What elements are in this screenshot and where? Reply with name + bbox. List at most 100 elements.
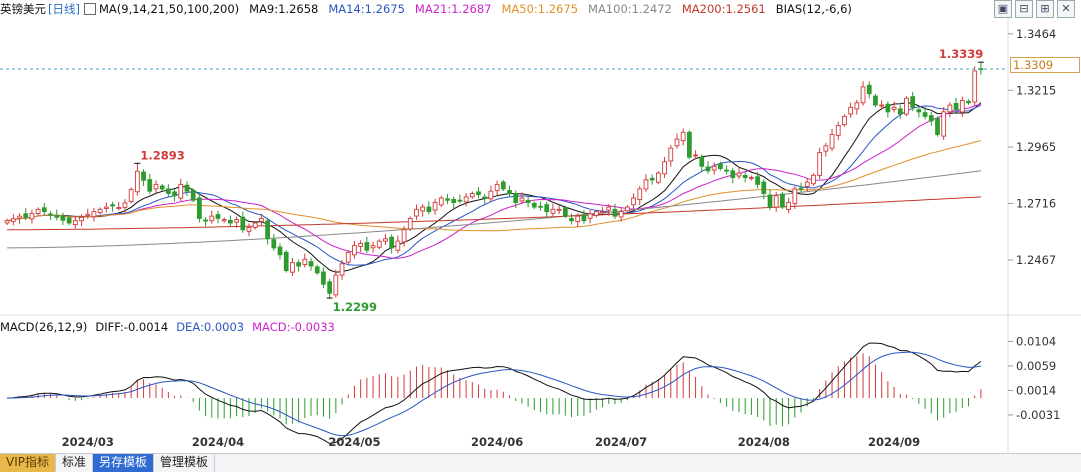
candle-body: [531, 202, 537, 208]
candle-body: [395, 240, 401, 251]
candle-body: [17, 215, 22, 219]
candle-body: [854, 102, 860, 110]
candle-body: [767, 194, 773, 208]
tab-save-template[interactable]: 另存模板: [93, 454, 155, 472]
candle-body: [345, 251, 351, 263]
candle-body: [463, 196, 469, 203]
ma21-line: [7, 103, 982, 259]
chart-header: 英镑美元 [日线] MA(9,14,21,50,100,200) MA9:1.2…: [0, 0, 1010, 18]
candle-body: [35, 208, 41, 214]
candle-body: [786, 202, 791, 210]
candle-body: [432, 202, 438, 211]
candle-body: [48, 213, 53, 216]
indicator-settings-icon[interactable]: [83, 3, 96, 15]
candle-body: [581, 214, 587, 222]
tab-manage-template[interactable]: 管理模板: [154, 454, 216, 472]
candle-body: [41, 207, 47, 213]
x-tick-label: 2024/03: [62, 435, 114, 449]
candle-body: [165, 188, 171, 194]
candle-body: [389, 236, 395, 249]
candle-body: [97, 208, 103, 213]
period-label[interactable]: [日线]: [48, 2, 80, 16]
candle-body: [79, 216, 84, 222]
candles: [4, 62, 984, 299]
ma100-line: [7, 170, 981, 249]
candle-body: [959, 100, 965, 113]
maximize-panel-icon[interactable]: ⊞: [1036, 0, 1054, 18]
candle-body: [587, 213, 593, 219]
tab-standard[interactable]: 标准: [56, 454, 94, 472]
candle-body: [414, 208, 419, 217]
candle-body: [953, 103, 959, 111]
candle-body: [116, 207, 122, 209]
candle-body: [401, 229, 407, 243]
y-tick-label: 1.2965: [1016, 140, 1056, 154]
candle-body: [420, 206, 426, 212]
candle-body: [451, 199, 457, 204]
candle-body: [209, 215, 215, 222]
candle-body: [693, 154, 698, 157]
candle-body: [848, 106, 854, 115]
candle-body: [972, 70, 978, 103]
candle-body: [4, 220, 10, 224]
candle-body: [842, 115, 847, 126]
macd-params: MACD(26,12,9): [0, 320, 88, 334]
candle-body: [718, 163, 723, 169]
ma-params: MA(9,14,21,50,100,200): [98, 2, 240, 16]
candle-body: [755, 176, 760, 185]
ma21-value: MA21:1.2687: [414, 2, 492, 16]
window-buttons: ▣ ⊟ ⊞ ✕: [994, 0, 1075, 18]
y-tick-label: 1.2467: [1016, 253, 1056, 267]
candle-body: [742, 175, 748, 179]
candle-body: [488, 190, 494, 200]
candle-body: [134, 170, 140, 193]
minimize-panel-icon[interactable]: ⊟: [1015, 0, 1033, 18]
candle-body: [339, 263, 345, 276]
candle-body: [110, 204, 115, 207]
candle-body: [811, 174, 816, 185]
candle-body: [649, 177, 655, 181]
macd-dea-value: DEA:0.0003: [176, 320, 245, 334]
candle-body: [513, 193, 519, 204]
candle-body: [153, 183, 159, 190]
candle-body: [500, 181, 506, 190]
candle-body: [897, 108, 903, 115]
x-tick-label: 2024/09: [868, 435, 920, 449]
macd-header: MACD(26,12,9) DIFF:-0.0014 DEA:0.0003 MA…: [0, 319, 343, 335]
candle-body: [352, 245, 357, 256]
candle-body: [941, 111, 947, 137]
candle-body: [569, 218, 574, 222]
restore-icon[interactable]: ▣: [994, 0, 1012, 18]
candle-body: [197, 197, 202, 219]
candle-body: [674, 138, 680, 147]
candle-body: [817, 152, 823, 176]
candle-body: [128, 188, 134, 202]
candle-body: [730, 170, 736, 179]
candle-body: [482, 196, 488, 199]
tab-vip-indicators[interactable]: VIP指标: [0, 454, 56, 472]
candle-body: [519, 197, 525, 202]
candle-body: [662, 161, 667, 175]
candle-body: [66, 217, 72, 224]
macd-hist-value: MACD:-0.0033: [252, 320, 335, 334]
x-axis: 2024/03 2024/04 2024/05 2024/06 2024/07 2024/…: [62, 435, 921, 449]
candle-body: [600, 211, 605, 214]
macd-y-tick-label: 0.0014: [1016, 383, 1056, 397]
candle-body: [190, 189, 196, 201]
candle-body: [736, 172, 742, 177]
ma200-value: MA200:1.2561: [681, 2, 766, 16]
chart-canvas: 1.3339 1.2893 1.2299 1.3464 1.3215 1.2965 1.2…: [0, 18, 1081, 453]
candle-body: [376, 240, 382, 248]
candle-body: [23, 213, 29, 218]
ma50-line: [7, 140, 982, 232]
ma14-line: [7, 104, 982, 266]
candle-body: [234, 219, 239, 223]
candle-body: [159, 185, 165, 190]
candle-body: [761, 181, 767, 194]
annotations: 1.3339 1.2893 1.2299: [0, 47, 1075, 314]
candle-body: [556, 208, 562, 211]
close-icon[interactable]: ✕: [1057, 0, 1075, 18]
candle-body: [314, 266, 320, 274]
candle-body: [290, 262, 295, 273]
candle-body: [904, 97, 909, 115]
